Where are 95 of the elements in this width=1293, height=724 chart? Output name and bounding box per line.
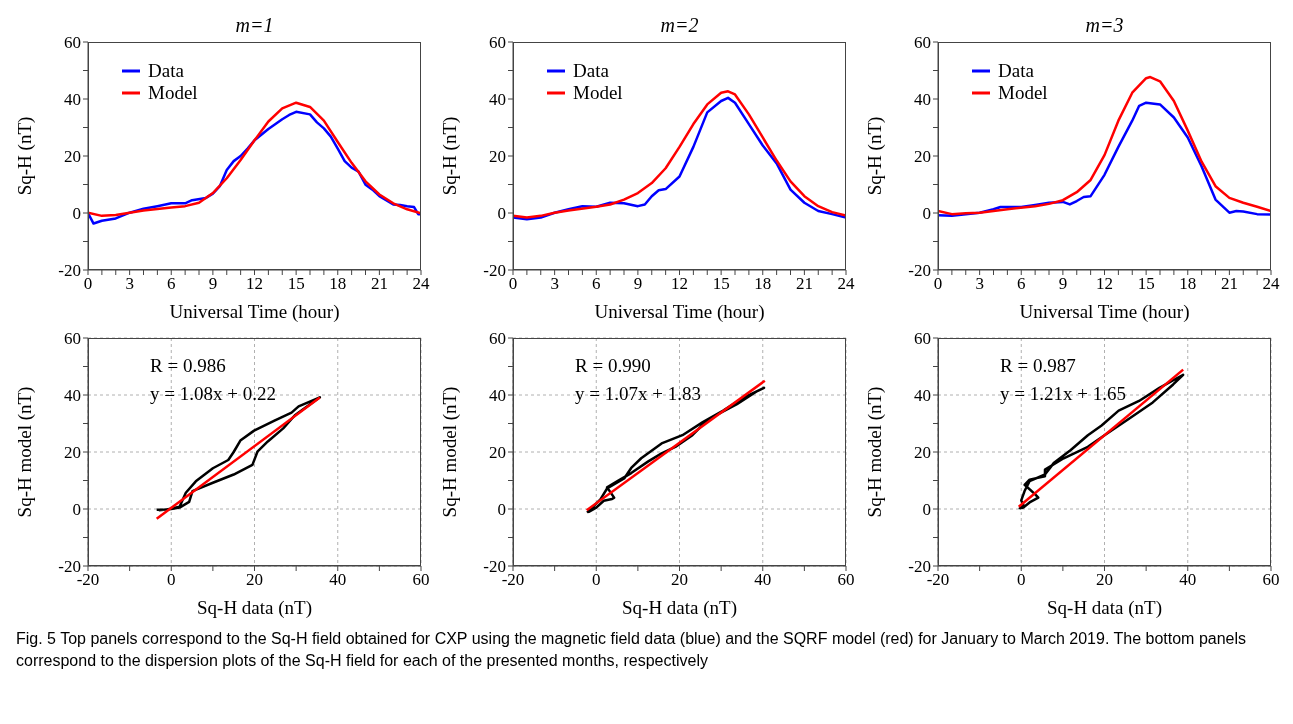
x-axis-title: Sq-H data (nT) [1046, 597, 1163, 619]
y-tick-label: -20 [58, 557, 81, 577]
y-tick-label: -20 [483, 557, 506, 577]
y-axis-title: Sq-H model (nT) [438, 386, 461, 518]
line-series [938, 75, 1271, 216]
x-tick-label: 18 [1179, 274, 1197, 294]
y-tick-label: 40 [914, 90, 931, 110]
x-tick-label: 21 [370, 274, 388, 294]
x-tick-label: 24 [412, 274, 430, 294]
x-tick-label: 18 [329, 274, 347, 294]
annotation: y = 1.07x + 1.83 [575, 382, 701, 406]
annotation: R = 0.990 [575, 354, 652, 378]
x-tick-label: 60 [837, 570, 855, 590]
y-tick-label: 20 [64, 443, 81, 463]
x-tick-label: 9 [633, 274, 643, 294]
y-tick-label: 40 [64, 90, 81, 110]
legend-label: Data [573, 60, 609, 82]
annotation: R = 0.986 [150, 354, 227, 378]
x-axis-title: Sq-H data (nT) [621, 597, 738, 619]
y-axis-title: Sq-H (nT) [438, 116, 461, 196]
y-tick-label: 0 [497, 500, 506, 520]
annotation: y = 1.21x + 1.65 [1000, 382, 1126, 406]
y-tick-label: 60 [64, 33, 81, 53]
y-tick-label: 20 [914, 147, 931, 167]
x-tick-label: 6 [592, 274, 601, 294]
x-tick-label: 0 [592, 570, 601, 590]
annotation: R = 0.987 [1000, 354, 1077, 378]
x-tick-label: 24 [1262, 274, 1280, 294]
y-tick-label: 0 [72, 204, 81, 224]
x-tick-label: 3 [125, 274, 134, 294]
y-tick-label: 0 [497, 204, 506, 224]
x-tick-label: 40 [754, 570, 772, 590]
y-axis-title: Sq-H (nT) [863, 116, 886, 196]
legend-label: Data [998, 60, 1034, 82]
chart-title: m=2 [659, 14, 700, 37]
y-tick-label: 40 [64, 386, 81, 406]
x-tick-label: 15 [712, 274, 730, 294]
x-axis-title: Universal Time (hour) [594, 301, 765, 323]
legend-label: Model [573, 82, 623, 104]
caption: Fig. 5 Top panels correspond to the Sq-H field obtained for CXP using the magnetic field data (blue) and the SQRF model (red) for January to March 2019. The bottom panels correspond to the dispersion plots of the Sq-H field for each of the presented months, respectively [16, 629, 1248, 671]
y-tick-label: 0 [922, 500, 931, 520]
x-tick-label: 12 [1096, 274, 1113, 294]
y-tick-label: -20 [908, 261, 931, 281]
x-tick-label: 3 [550, 274, 559, 294]
y-tick-label: -20 [908, 557, 931, 577]
x-tick-label: 20 [671, 570, 688, 590]
y-tick-label: 0 [922, 204, 931, 224]
x-tick-label: 18 [754, 274, 772, 294]
x-tick-label: 21 [1220, 274, 1238, 294]
x-tick-label: 20 [246, 570, 263, 590]
y-tick-label: 60 [489, 33, 506, 53]
y-tick-label: 20 [489, 443, 506, 463]
annotation: y = 1.08x + 0.22 [150, 382, 276, 406]
y-axis-title: Sq-H (nT) [13, 116, 36, 196]
y-tick-label: -20 [58, 261, 81, 281]
x-tick-label: 60 [1262, 570, 1280, 590]
y-tick-label: 0 [72, 500, 81, 520]
y-axis-title: Sq-H model (nT) [863, 386, 886, 518]
x-tick-label: 24 [837, 274, 855, 294]
chart-title: m=1 [234, 14, 275, 37]
x-tick-label: 0 [1017, 570, 1026, 590]
x-axis-title: Universal Time (hour) [169, 301, 340, 323]
legend-label: Data [148, 60, 184, 82]
x-tick-label: 9 [1058, 274, 1068, 294]
y-axis-title: Sq-H model (nT) [13, 386, 36, 518]
chart-title: m=3 [1084, 14, 1125, 37]
x-tick-label: 0 [167, 570, 176, 590]
legend-label: Model [998, 82, 1048, 104]
x-tick-label: 20 [1096, 570, 1113, 590]
x-tick-label: 6 [167, 274, 176, 294]
x-tick-label: 21 [795, 274, 813, 294]
y-tick-label: 20 [489, 147, 506, 167]
y-tick-label: 60 [64, 329, 81, 349]
y-tick-label: 40 [489, 90, 506, 110]
x-tick-label: 6 [1017, 274, 1026, 294]
y-tick-label: 40 [489, 386, 506, 406]
x-tick-label: 40 [329, 570, 347, 590]
x-tick-label: 15 [287, 274, 305, 294]
x-axis-title: Universal Time (hour) [1019, 301, 1190, 323]
x-tick-label: 12 [671, 274, 688, 294]
y-tick-label: 20 [64, 147, 81, 167]
y-tick-label: 40 [914, 386, 931, 406]
y-tick-label: 60 [914, 329, 931, 349]
x-tick-label: 60 [412, 570, 430, 590]
y-tick-label: 60 [914, 33, 931, 53]
y-tick-label: -20 [483, 261, 506, 281]
x-tick-label: 15 [1137, 274, 1155, 294]
y-tick-label: 20 [914, 443, 931, 463]
legend-label: Model [148, 82, 198, 104]
x-tick-label: 3 [975, 274, 984, 294]
x-tick-label: 40 [1179, 570, 1197, 590]
x-tick-label: 12 [246, 274, 263, 294]
y-tick-label: 60 [489, 329, 506, 349]
x-tick-label: 9 [208, 274, 218, 294]
x-axis-title: Sq-H data (nT) [196, 597, 313, 619]
